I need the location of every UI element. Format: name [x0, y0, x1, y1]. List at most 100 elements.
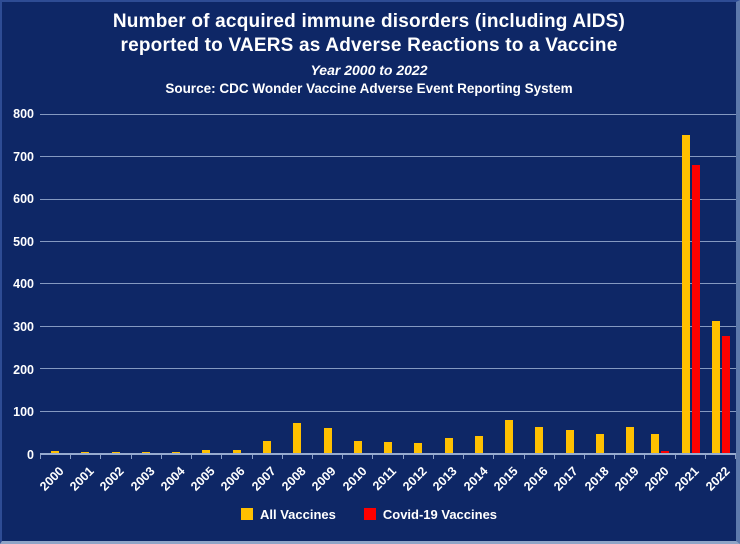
x-tick-2003: [132, 454, 162, 459]
bar-group-2009: [312, 114, 342, 453]
x-axis-ticks: [40, 454, 737, 459]
bar-all-vaccines-2005: [202, 449, 211, 453]
gridline-300: [40, 325, 736, 327]
x-tick-label-2008: 2008: [279, 463, 309, 494]
x-tick-2010: [343, 454, 374, 459]
bar-group-2015: [494, 114, 524, 453]
bar-group-2016: [524, 114, 554, 453]
bar-all-vaccines-2019: [626, 426, 635, 453]
x-tick-label-2016: 2016: [521, 463, 551, 494]
x-label-cell-2001: 2001: [67, 459, 100, 503]
x-label-cell-2013: 2013: [430, 459, 463, 503]
x-tick-label-2014: 2014: [460, 463, 491, 494]
bar-covid-19-vaccines-2021: [691, 164, 700, 453]
gridline-400: [40, 283, 736, 285]
x-tick-label-2012: 2012: [400, 463, 430, 494]
x-tick-2019: [615, 454, 646, 459]
x-tick-label-2020: 2020: [642, 463, 672, 494]
x-label-cell-2000: 2000: [37, 459, 70, 503]
x-label-cell-2020: 2020: [642, 459, 675, 503]
bar-all-vaccines-2013: [444, 437, 453, 453]
x-tick-label-2019: 2019: [612, 463, 642, 494]
x-label-cell-2017: 2017: [551, 459, 585, 503]
bar-group-2012: [403, 114, 433, 453]
x-tick-label-2018: 2018: [581, 463, 612, 494]
x-tick-2013: [434, 454, 465, 459]
bar-all-vaccines-2017: [565, 429, 574, 453]
x-tick-label-2013: 2013: [430, 463, 461, 494]
bar-all-vaccines-2011: [384, 441, 393, 453]
bar-group-2021: [676, 114, 706, 453]
x-tick-label-2006: 2006: [218, 463, 249, 494]
x-tick-label-2003: 2003: [127, 463, 158, 494]
x-label-cell-2016: 2016: [521, 459, 554, 503]
y-tick-label-700: 700: [13, 149, 34, 164]
bar-group-2020: [645, 114, 675, 453]
y-tick-label-800: 800: [13, 106, 34, 121]
chart-body: 0 100 200 300 400 500 600 700 800: [2, 108, 736, 461]
x-tick-2022: [706, 454, 737, 459]
x-tick-label-2007: 2007: [248, 463, 279, 494]
gridline-700: [40, 156, 736, 158]
chart-title-line1: Number of acquired immune disorders (inc…: [112, 11, 626, 32]
bar-group-2008: [282, 114, 312, 453]
bar-group-2000: [40, 114, 70, 453]
x-tick-2007: [253, 454, 283, 459]
x-tick-label-2002: 2002: [97, 463, 128, 494]
x-tick-2006: [222, 454, 253, 459]
chart-header: Number of acquired immune disorders (inc…: [2, 10, 736, 98]
x-tick-label-2004: 2004: [158, 463, 188, 494]
chart-subtitle: Year 2000 to 2022: [310, 61, 428, 78]
x-tick-2001: [71, 454, 102, 459]
x-tick-2008: [283, 454, 313, 459]
bar-all-vaccines-2001: [81, 451, 90, 453]
bar-group-2019: [615, 114, 645, 453]
x-label-cell-2004: 2004: [158, 459, 191, 503]
x-tick-2018: [585, 454, 616, 459]
gridline-100: [40, 410, 736, 412]
legend-item-all-vaccines: All Vaccines: [240, 507, 336, 522]
chart-source: Source: CDC Wonder Vaccine Adverse Event…: [165, 81, 573, 96]
bar-all-vaccines-2022: [711, 320, 720, 453]
x-label-cell-2021: 2021: [672, 459, 706, 503]
x-label-cell-2015: 2015: [491, 459, 524, 503]
bar-all-vaccines-2002: [111, 451, 120, 453]
bar-all-vaccines-2009: [323, 427, 332, 453]
plot-area: [40, 113, 736, 455]
x-tick-2011: [373, 454, 404, 459]
bar-group-2005: [191, 114, 221, 453]
bar-all-vaccines-2021: [681, 134, 690, 453]
x-tick-2016: [525, 454, 555, 459]
bar-group-2013: [433, 114, 463, 453]
bar-group-2002: [101, 114, 131, 453]
y-tick-label-600: 600: [13, 191, 34, 206]
bar-group-2007: [252, 114, 282, 453]
bar-group-2017: [555, 114, 585, 453]
x-label-cell-2022: 2022: [702, 459, 736, 503]
gridline-600: [40, 198, 736, 200]
bar-group-2011: [373, 114, 403, 453]
bar-all-vaccines-2014: [474, 435, 483, 453]
chart-title-line2: reported to VAERS as Adverse Reactions t…: [120, 34, 618, 56]
bar-all-vaccines-2004: [172, 451, 181, 453]
x-tick-label-2021: 2021: [672, 463, 703, 494]
bar-all-vaccines-2000: [51, 450, 60, 453]
gridline-200: [40, 368, 736, 370]
x-label-cell-2010: 2010: [340, 459, 373, 503]
x-tick-label-2022: 2022: [702, 463, 733, 494]
bar-group-2001: [70, 114, 100, 453]
x-tick-label-2017: 2017: [551, 463, 582, 494]
x-tick-label-2001: 2001: [67, 463, 97, 494]
x-label-cell-2007: 2007: [248, 459, 282, 503]
x-label-cell-2018: 2018: [581, 459, 615, 503]
x-label-cell-2011: 2011: [370, 459, 403, 503]
x-tick-2005: [192, 454, 223, 459]
y-tick-label-500: 500: [13, 234, 34, 249]
bar-group-2003: [131, 114, 161, 453]
bar-slots: [40, 114, 736, 453]
legend-label-covid-vaccines: Covid-19 Vaccines: [382, 506, 498, 522]
bar-group-2018: [585, 114, 615, 453]
x-tick-2000: [40, 454, 72, 459]
bar-all-vaccines-2007: [262, 440, 271, 453]
